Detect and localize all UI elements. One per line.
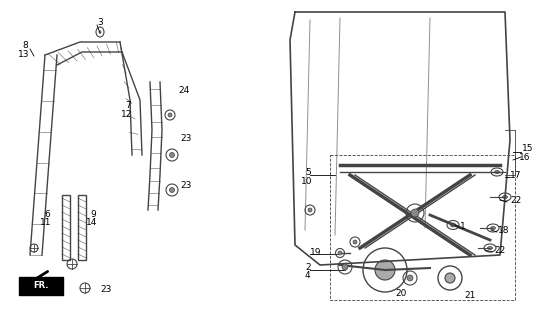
Text: 12: 12 (121, 109, 133, 118)
Text: 23: 23 (180, 133, 191, 142)
Text: 3: 3 (97, 18, 103, 27)
Ellipse shape (450, 223, 455, 227)
Circle shape (407, 275, 413, 281)
Ellipse shape (488, 246, 493, 250)
Text: 21: 21 (464, 291, 475, 300)
Circle shape (353, 240, 357, 244)
Circle shape (375, 260, 395, 280)
Circle shape (342, 264, 348, 270)
Text: 19: 19 (310, 247, 322, 257)
Text: 7: 7 (125, 100, 131, 109)
Text: 22: 22 (510, 196, 521, 204)
Circle shape (411, 209, 419, 217)
Bar (62, 195, 70, 260)
Text: 13: 13 (18, 50, 30, 59)
Circle shape (168, 113, 172, 117)
Ellipse shape (99, 30, 101, 34)
Text: 23: 23 (180, 180, 191, 189)
Text: 23: 23 (100, 285, 111, 294)
Text: 20: 20 (395, 290, 407, 299)
Text: 8: 8 (22, 41, 28, 50)
Text: 18: 18 (498, 226, 510, 235)
Bar (78, 195, 86, 260)
Text: 4: 4 (305, 271, 311, 281)
FancyBboxPatch shape (19, 277, 63, 295)
Ellipse shape (494, 171, 499, 173)
Text: 5: 5 (305, 167, 311, 177)
Text: 2: 2 (305, 262, 311, 271)
Ellipse shape (503, 196, 507, 198)
Text: 6: 6 (44, 210, 50, 219)
Text: FR.: FR. (33, 282, 49, 291)
Text: 9: 9 (90, 210, 96, 219)
Text: 1: 1 (460, 221, 466, 230)
Circle shape (169, 153, 174, 157)
Text: 24: 24 (178, 85, 189, 94)
Text: 15: 15 (522, 143, 534, 153)
Text: 11: 11 (40, 218, 52, 227)
Bar (330, 155, 515, 300)
Text: 17: 17 (510, 171, 522, 180)
Circle shape (169, 188, 174, 193)
Text: 22: 22 (494, 245, 505, 254)
Circle shape (445, 273, 455, 283)
Circle shape (338, 251, 342, 255)
Ellipse shape (490, 227, 495, 229)
Text: 10: 10 (301, 177, 312, 186)
Text: 14: 14 (86, 218, 98, 227)
Text: 16: 16 (519, 153, 530, 162)
Circle shape (308, 208, 312, 212)
